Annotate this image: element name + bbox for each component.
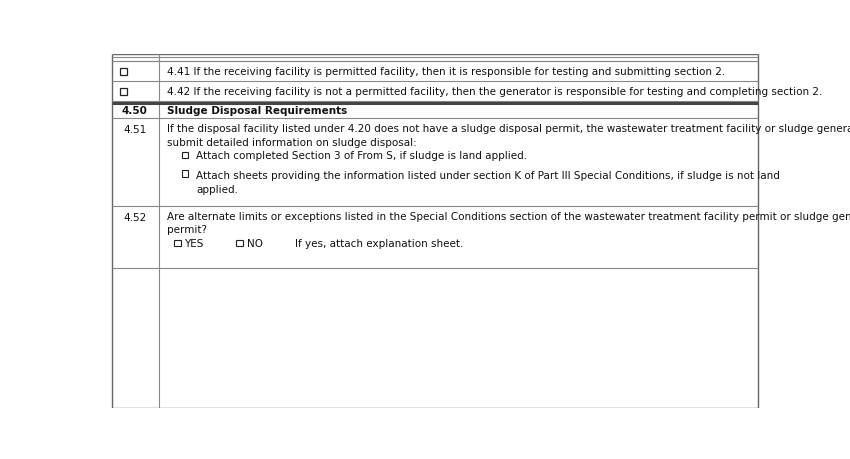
Bar [236, 240, 242, 246]
Text: If the disposal facility listed under 4.20 does not have a sludge disposal permi: If the disposal facility listed under 4.… [167, 124, 850, 147]
Text: NO: NO [246, 238, 263, 248]
Bar [174, 240, 181, 246]
Text: If yes, attach explanation sheet.: If yes, attach explanation sheet. [295, 238, 463, 248]
Text: Attach sheets providing the information listed under section K of Part III Speci: Attach sheets providing the information … [196, 171, 780, 194]
Text: 4.51: 4.51 [123, 125, 146, 135]
Text: YES: YES [184, 238, 204, 248]
Text: Sludge Disposal Requirements: Sludge Disposal Requirements [167, 106, 347, 116]
Text: Attach completed Section 3 of From S, if sludge is land applied.: Attach completed Section 3 of From S, if… [196, 151, 527, 161]
Bar [120, 68, 127, 75]
Text: 4.50: 4.50 [122, 106, 148, 116]
Bar [182, 153, 189, 159]
Bar [120, 89, 127, 95]
Text: 4.52: 4.52 [123, 213, 146, 223]
Text: 4.42 If the receiving facility is not a permitted facility, then the generator i: 4.42 If the receiving facility is not a … [167, 87, 822, 97]
Text: 4.41 If the receiving facility is permitted facility, then it is responsible for: 4.41 If the receiving facility is permit… [167, 67, 725, 77]
Text: Are alternate limits or exceptions listed in the Special Conditions section of t: Are alternate limits or exceptions liste… [167, 212, 850, 235]
Bar [182, 171, 189, 177]
